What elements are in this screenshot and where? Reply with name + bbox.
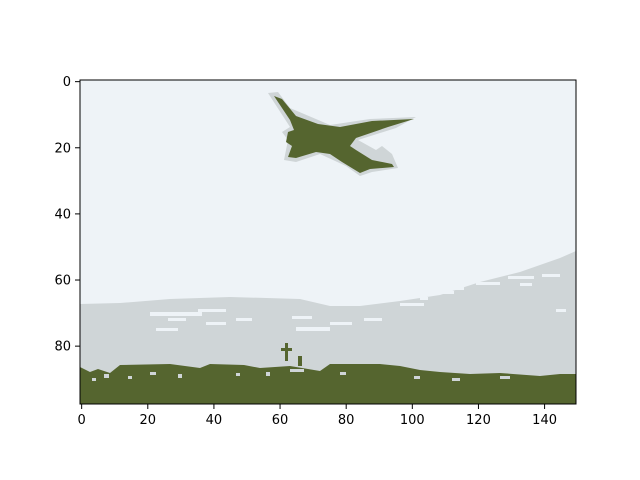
x-tick-label: 140 <box>532 413 557 428</box>
antenna-post <box>281 343 302 366</box>
x-tick-label: 0 <box>78 413 86 428</box>
x-tick-label: 80 <box>338 413 355 428</box>
x-axis: 0 20 40 60 80 100 120 140 <box>78 404 557 428</box>
y-tick-label: 80 <box>54 340 71 355</box>
airplane-body <box>274 96 414 173</box>
y-tick-label: 60 <box>54 274 71 289</box>
y-tick-label: 40 <box>54 207 71 222</box>
cloud-band <box>80 251 576 380</box>
axes-frame <box>79 79 577 405</box>
x-tick-label: 60 <box>272 413 289 428</box>
image-area <box>80 80 576 404</box>
cloud-highlights <box>150 274 566 331</box>
x-tick-label: 100 <box>400 413 425 428</box>
ground-vegetation <box>80 364 576 404</box>
y-tick-label: 20 <box>54 141 71 156</box>
airplane <box>268 92 416 176</box>
y-axis: 0 20 40 60 80 <box>54 75 80 355</box>
x-tick-label: 20 <box>140 413 157 428</box>
x-tick-label: 40 <box>206 413 223 428</box>
y-tick-label: 0 <box>63 75 71 90</box>
x-tick-label: 120 <box>466 413 491 428</box>
ground-speckles <box>92 369 510 381</box>
